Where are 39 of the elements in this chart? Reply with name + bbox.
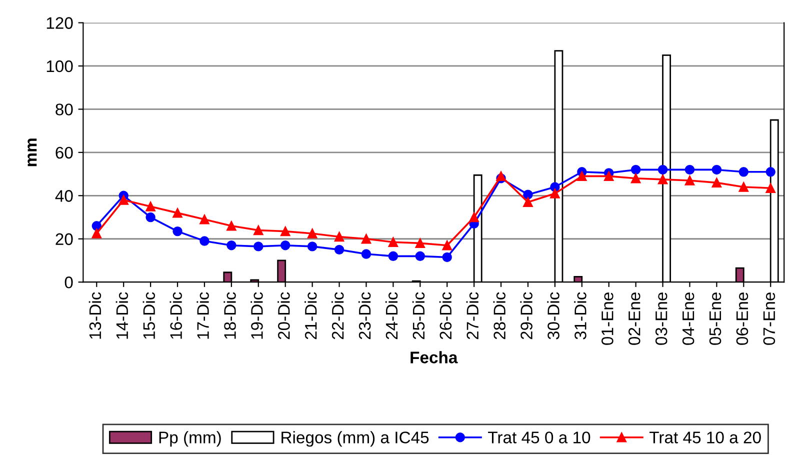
- x-tick-label: 03-Ene: [655, 292, 668, 345]
- y-tick-label: 80: [56, 104, 73, 116]
- x-tick-label: 25-Dic: [412, 292, 425, 340]
- y-tick-label: 0: [64, 276, 73, 288]
- x-tick-label: 06-Ene: [736, 292, 748, 345]
- x-tick-label: 16-Dic: [170, 292, 182, 339]
- x-tick-label: 17-Dic: [196, 292, 209, 339]
- y-tick-label: 20: [56, 233, 73, 246]
- legend-label: Riegos (mm) a IC45: [282, 431, 429, 447]
- x-tick-label: 01-Ene: [602, 292, 614, 345]
- legend-label: Trat 45 0 a 10: [488, 432, 590, 444]
- legend-label: Pp (mm): [159, 431, 221, 447]
- x-tick-label: 13-Dic: [88, 292, 102, 339]
- x-tick-label: 19-Dic: [250, 292, 263, 339]
- x-tick-label: 31-Dic: [574, 292, 586, 340]
- x-tick-label: 05-Ene: [709, 292, 722, 345]
- legend-label: Trat 45 10 a 20: [650, 432, 761, 444]
- x-tick-label: 02-Ene: [628, 292, 640, 345]
- x-tick-label: 26-Dic: [439, 292, 452, 340]
- y-tick-label: 120: [46, 17, 73, 29]
- x-tick-label: 07-Ene: [763, 292, 776, 345]
- x-tick-label: 28-Dic: [493, 292, 506, 340]
- x-tick-label: 23-Dic: [358, 292, 371, 340]
- x-tick-label: 15-Dic: [142, 292, 156, 339]
- x-tick-label: 14-Dic: [116, 292, 128, 339]
- x-tick-label: 27-Dic: [466, 292, 479, 340]
- x-tick-label: 18-Dic: [224, 292, 236, 339]
- x-tick-label: 20-Dic: [278, 292, 290, 340]
- x-tick-label: 29-Dic: [520, 292, 532, 340]
- y-axis-title: mm: [28, 138, 37, 166]
- y-tick-label: 100: [46, 60, 73, 72]
- y-tick-label: 60: [56, 146, 73, 159]
- x-tick-label: 04-Ene: [682, 292, 694, 345]
- x-tick-label: 22-Dic: [331, 292, 344, 340]
- x-tick-label: 21-Dic: [304, 292, 317, 340]
- x-axis-title: Fecha: [410, 351, 458, 364]
- x-tick-label: 30-Dic: [547, 292, 560, 340]
- x-tick-label: 24-Dic: [385, 292, 398, 340]
- y-tick-label: 40: [55, 190, 73, 202]
